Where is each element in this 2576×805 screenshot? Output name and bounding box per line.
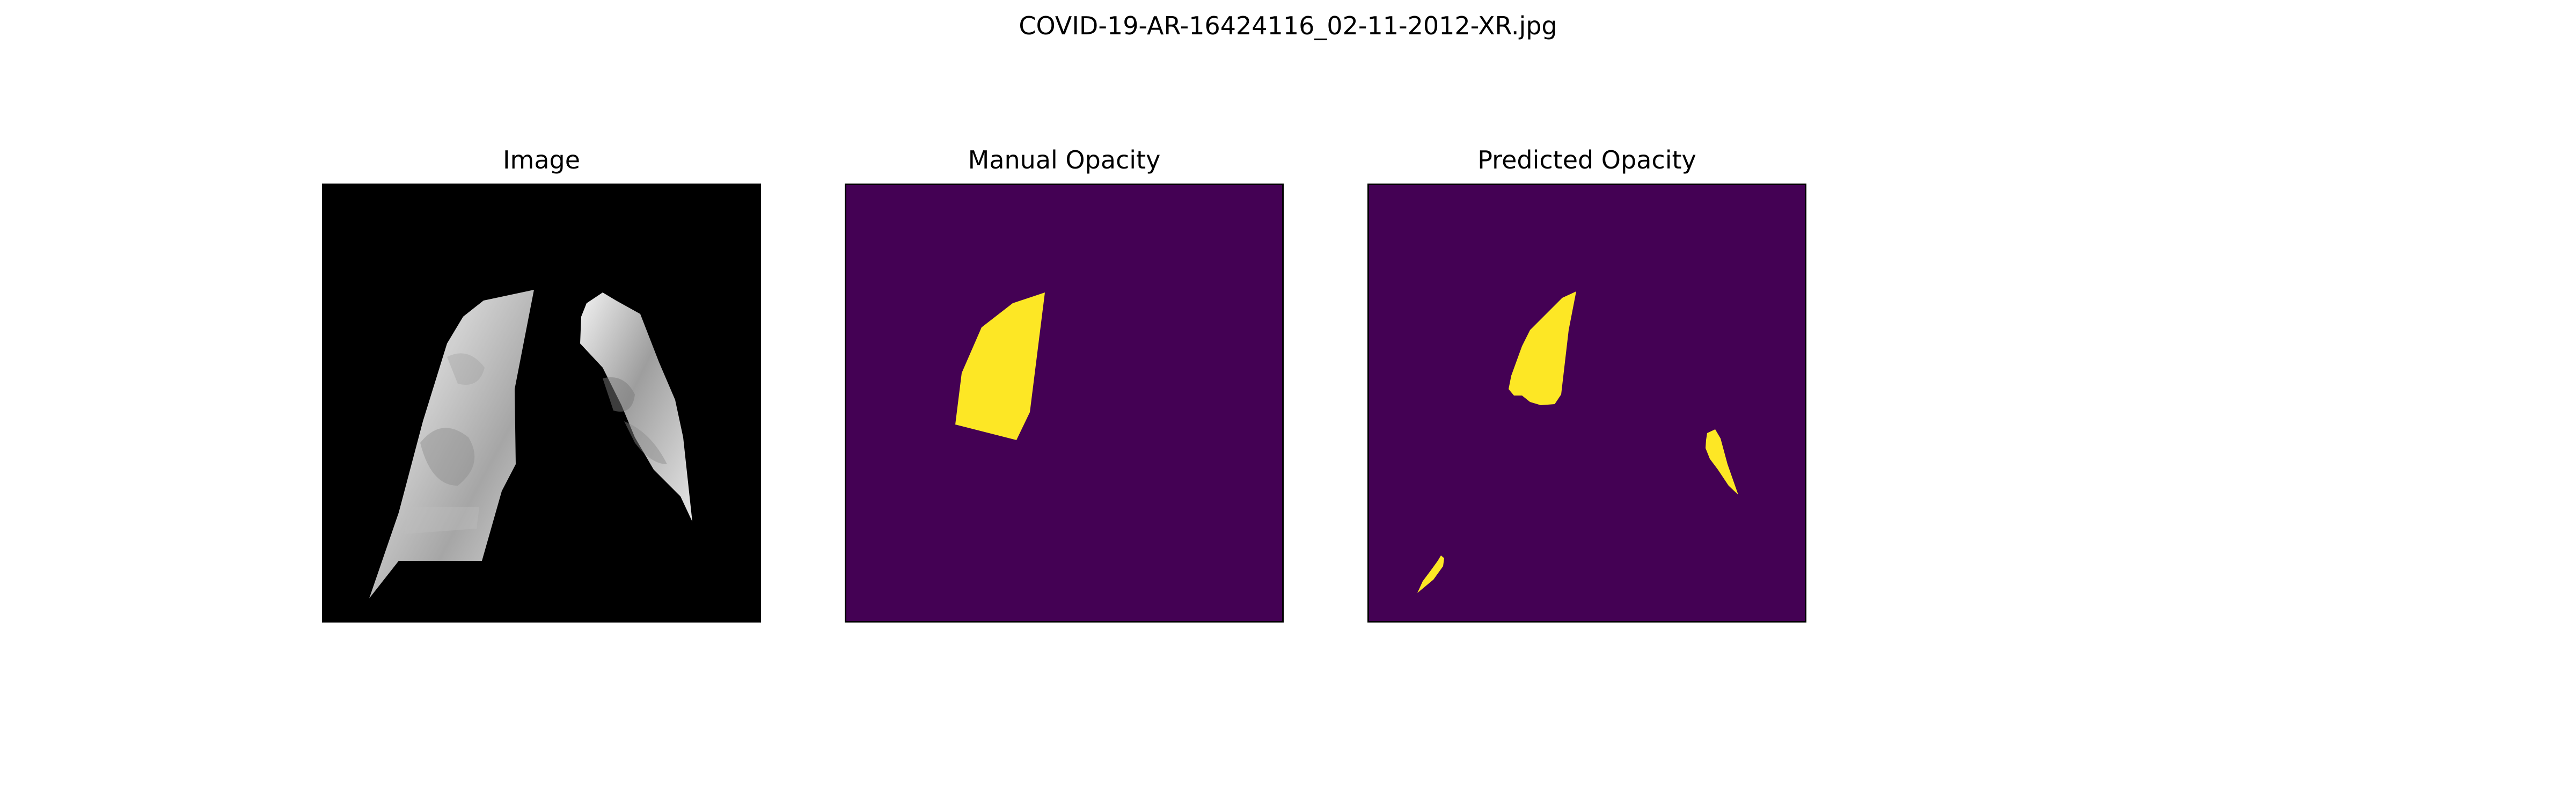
manual-opacity-region bbox=[955, 292, 1045, 440]
panel-manual-opacity: Manual Opacity bbox=[845, 145, 1284, 627]
panel-image: Image bbox=[322, 145, 761, 627]
manual-opacity-axes bbox=[845, 184, 1284, 623]
predicted-opacity-region-1 bbox=[1509, 291, 1576, 405]
right-lung-region bbox=[580, 292, 692, 522]
predicted-opacity-region-2 bbox=[1706, 429, 1738, 495]
left-lung-region bbox=[369, 290, 534, 598]
predicted-opacity-region-3 bbox=[1417, 555, 1444, 593]
image-axes bbox=[322, 184, 761, 623]
panel-title-image: Image bbox=[502, 145, 581, 174]
predicted-opacity-axes bbox=[1367, 184, 1806, 623]
figure-title: COVID-19-AR-16424116_02-11-2012-XR.jpg bbox=[1019, 11, 1557, 40]
predicted-opacity-mask bbox=[1369, 185, 1805, 621]
manual-opacity-mask bbox=[846, 185, 1282, 621]
panel-title-predicted-opacity: Predicted Opacity bbox=[1477, 145, 1696, 174]
panel-title-manual-opacity: Manual Opacity bbox=[968, 145, 1161, 174]
panel-predicted-opacity: Predicted Opacity bbox=[1367, 145, 1806, 627]
lung-xray-image bbox=[324, 185, 759, 621]
